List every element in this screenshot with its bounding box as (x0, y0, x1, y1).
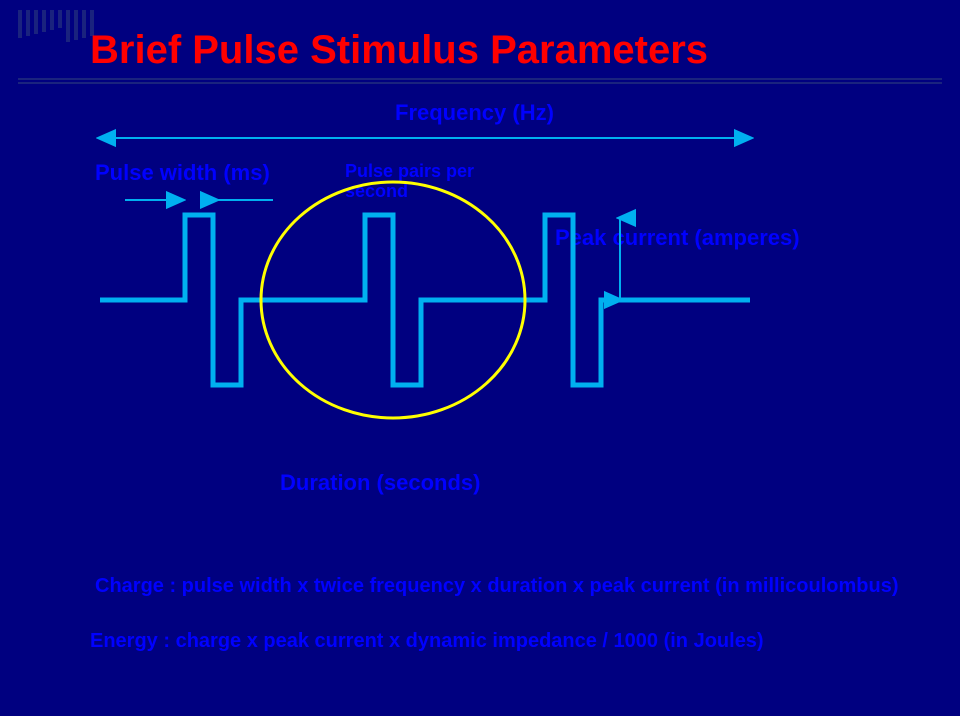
slide: Brief Pulse Stimulus Parameters Frequenc… (0, 0, 960, 716)
pulse-waveform (100, 215, 750, 385)
pulse-diagram (0, 0, 960, 716)
